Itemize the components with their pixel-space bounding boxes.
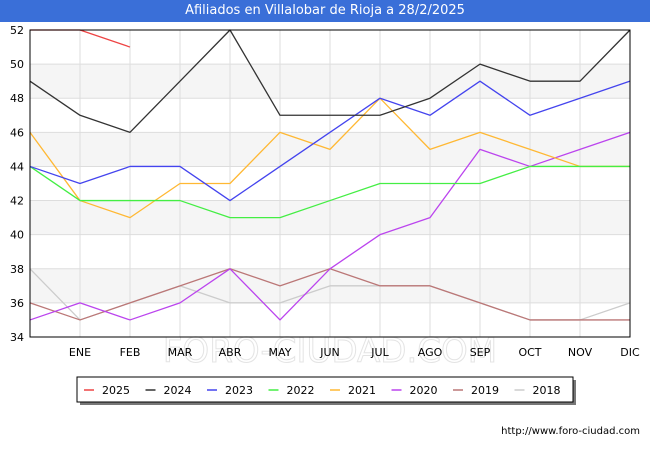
x-tick-label: OCT (518, 346, 541, 359)
source-url: http://www.foro-ciudad.com (501, 426, 640, 437)
x-tick-label: AGO (418, 346, 443, 359)
series-line-2021 (29, 97, 630, 219)
x-tick-label: ENE (69, 346, 91, 359)
x-tick-label: DIC (620, 346, 640, 359)
y-axis: 34 36 38 40 42 44 46 48 50 52 (10, 24, 24, 344)
legend-label-2023: 2023 (225, 384, 253, 397)
legend-label-2025: 2025 (102, 384, 130, 397)
legend-label-2019: 2019 (471, 384, 499, 397)
y-tick-label: 52 (10, 24, 24, 37)
x-tick-label: ABR (219, 346, 242, 359)
x-tick-label: FEB (120, 346, 141, 359)
chart-title: Afiliados en Villalobar de Rioja a 28/2/… (185, 3, 465, 18)
legend-label-2020: 2020 (410, 384, 438, 397)
series-line-2022 (29, 165, 630, 219)
x-tick-label: MAY (269, 346, 292, 359)
x-tick-label: NOV (568, 346, 593, 359)
y-tick-label: 46 (10, 126, 24, 139)
y-tick-label: 38 (10, 263, 24, 276)
series-line-2024 (29, 29, 631, 133)
y-tick-label: 34 (10, 331, 24, 344)
legend-box (76, 376, 574, 403)
y-tick-label: 48 (10, 92, 24, 105)
y-tick-label: 40 (10, 229, 24, 242)
x-tick-label: JUL (370, 346, 389, 359)
x-axis: ENE FEB MAR ABR MAY JUN JUL AGO SEP OCT NOV DIC (69, 346, 640, 359)
y-tick-label: 42 (10, 195, 24, 208)
x-tick-label: MAR (168, 346, 193, 359)
legend-label-2018: 2018 (533, 384, 561, 397)
x-tick-label: JUN (319, 346, 340, 359)
x-tick-label: SEP (470, 346, 491, 359)
series-line-2023 (29, 80, 631, 202)
series-lines (29, 29, 631, 321)
y-tick-label: 50 (10, 58, 24, 71)
legend-label-2021: 2021 (348, 384, 376, 397)
y-tick-label: 36 (10, 297, 24, 310)
legend-label-2024: 2024 (164, 384, 192, 397)
legend-label-2022: 2022 (287, 384, 315, 397)
y-tick-label: 44 (10, 160, 24, 173)
title-bar (0, 0, 650, 22)
legend: 2025 2024 2023 2022 2021 2020 2019 2018 (76, 376, 576, 405)
plot-frame (29, 29, 631, 338)
